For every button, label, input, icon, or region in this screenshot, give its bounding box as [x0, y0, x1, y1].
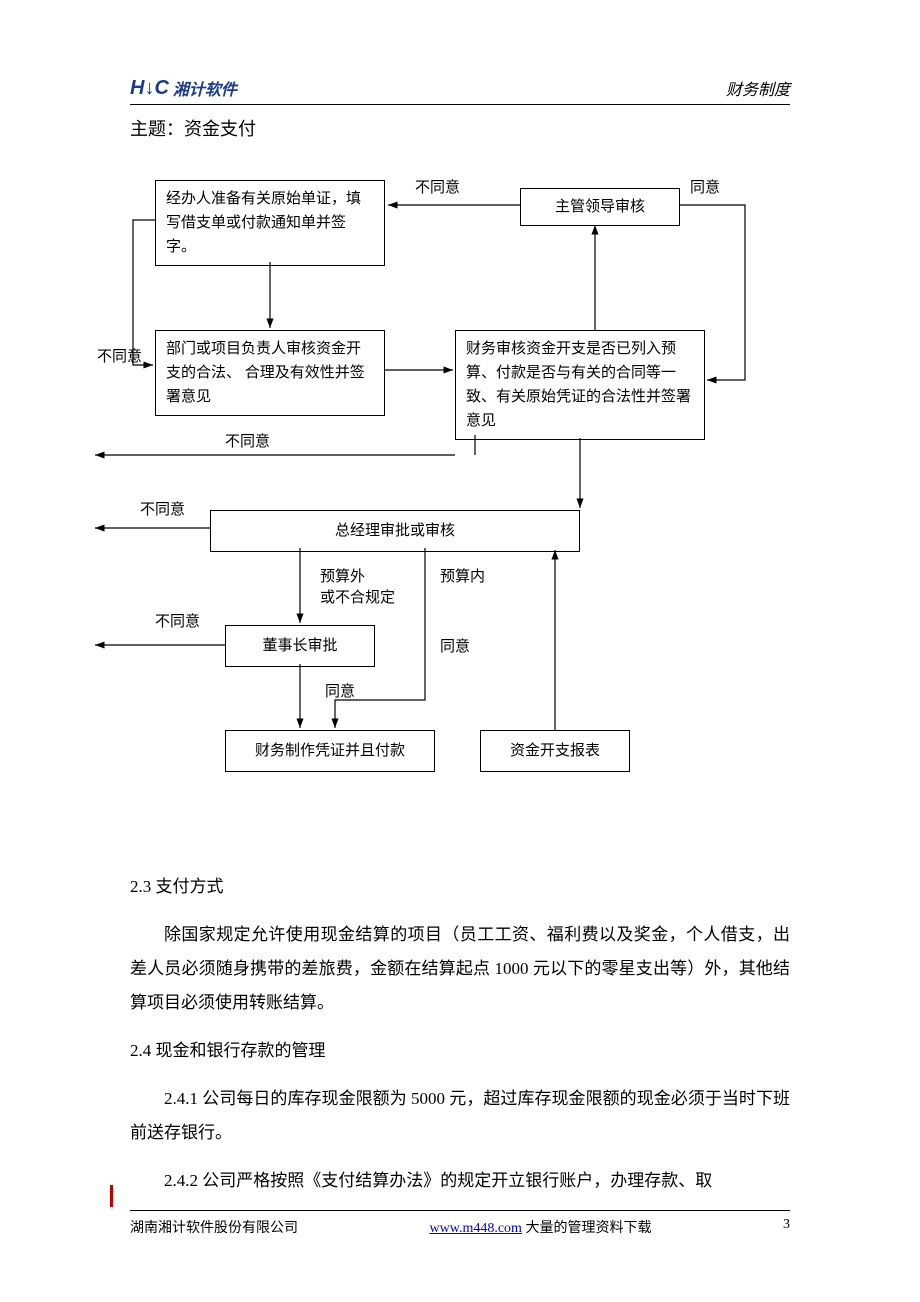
footer-center: www.m448.com 大量的管理资料下载 — [430, 1217, 652, 1237]
page-header: H↓C 湘计软件 财务制度 — [130, 76, 790, 105]
logo: H↓C 湘计软件 — [130, 76, 237, 100]
para-2-4-1: 2.4.1 公司每日的库存现金限额为 5000 元，超过库存现金限额的现金必须于… — [130, 1082, 790, 1150]
heading-2-3: 2.3 支付方式 — [130, 870, 790, 904]
page: H↓C 湘计软件 财务制度 主题：资金支付 经办人准备有关原始单证，填写借支单或… — [0, 0, 920, 1302]
header-right: 财务制度 — [726, 76, 790, 100]
flow-arrows — [125, 170, 805, 800]
footer-link-tail: 大量的管理资料下载 — [522, 1221, 652, 1236]
body-text: 2.3 支付方式 除国家规定允许使用现金结算的项目（员工工资、福利费以及奖金，个… — [130, 870, 790, 1212]
revision-mark-icon — [110, 1185, 113, 1207]
subject-label: 主题： — [130, 119, 184, 139]
flowchart: 经办人准备有关原始单证，填写借支单或付款通知单并签字。 主管领导审核 部门或项目… — [125, 170, 805, 800]
logo-mark-icon: H↓C — [130, 77, 169, 100]
heading-2-4: 2.4 现金和银行存款的管理 — [130, 1034, 790, 1068]
logo-text: 湘计软件 — [173, 76, 237, 100]
footer-link[interactable]: www.m448.com — [430, 1221, 522, 1236]
page-footer: 湖南湘计软件股份有限公司 www.m448.com 大量的管理资料下载 3 — [130, 1210, 790, 1237]
para-2-4-2: 2.4.2 公司严格按照《支付结算办法》的规定开立银行账户，办理存款、取 — [130, 1164, 790, 1198]
subject-line: 主题：资金支付 — [130, 115, 256, 141]
subject-value: 资金支付 — [184, 119, 256, 139]
para-2-3: 除国家规定允许使用现金结算的项目（员工工资、福利费以及奖金，个人借支，出差人员必… — [130, 918, 790, 1020]
footer-page-number: 3 — [783, 1217, 790, 1237]
footer-company: 湖南湘计软件股份有限公司 — [130, 1217, 298, 1237]
